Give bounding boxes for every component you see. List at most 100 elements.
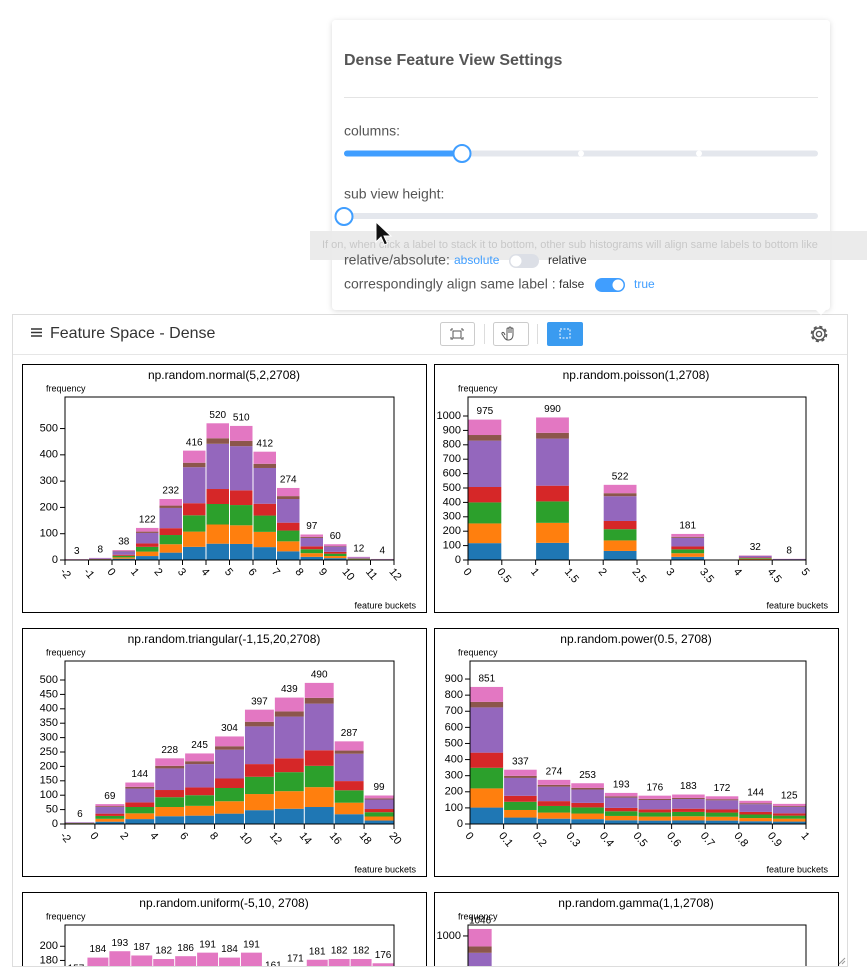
bar-segment bbox=[215, 778, 244, 789]
bar-segment bbox=[244, 726, 274, 765]
relative-option[interactable]: relative bbox=[548, 253, 587, 267]
bar-segment bbox=[504, 769, 537, 776]
bar-total-label: 8 bbox=[786, 545, 792, 556]
bar-segment bbox=[334, 781, 364, 791]
x-axis-label: feature buckets bbox=[766, 600, 828, 610]
y-tick-label: 500 bbox=[445, 737, 463, 749]
bar-segment bbox=[470, 807, 504, 824]
bar-segment bbox=[304, 697, 334, 704]
bar-segment bbox=[300, 546, 323, 550]
bar-segment bbox=[603, 496, 637, 521]
bar-segment bbox=[604, 792, 638, 797]
bar-segment bbox=[705, 796, 739, 800]
bar-total-label: 184 bbox=[90, 944, 107, 955]
bar-segment bbox=[739, 803, 772, 805]
bar-segment bbox=[536, 485, 569, 502]
y-tick-label: 50 bbox=[46, 804, 58, 816]
bar-segment bbox=[65, 559, 88, 560]
bar-segment bbox=[603, 520, 637, 530]
resize-grip[interactable] bbox=[838, 957, 846, 965]
bar-segment bbox=[215, 736, 244, 747]
bar-segment bbox=[470, 707, 504, 753]
bar-segment bbox=[300, 537, 323, 547]
plot-frame bbox=[467, 924, 807, 966]
bar-segment bbox=[185, 815, 215, 824]
bar-segment bbox=[324, 546, 347, 547]
bar-segment bbox=[136, 527, 159, 532]
bar-segment bbox=[638, 795, 672, 799]
chart-title: np.random.triangular(-1,15,20,2708) bbox=[128, 632, 321, 646]
true-option[interactable]: true bbox=[634, 277, 655, 291]
bar-segment bbox=[274, 716, 304, 759]
bar-segment bbox=[536, 501, 569, 523]
y-axis-label: frequency bbox=[458, 911, 498, 921]
bar-segment bbox=[277, 487, 300, 497]
bar-total-label: 228 bbox=[161, 745, 178, 756]
bar-segment bbox=[772, 805, 806, 807]
bar-segment bbox=[571, 789, 604, 803]
y-tick-label: 200 bbox=[40, 940, 58, 952]
bar-segment bbox=[324, 556, 347, 559]
bar-segment bbox=[112, 555, 135, 558]
bar-segment bbox=[571, 787, 604, 790]
bar-segment bbox=[125, 782, 155, 787]
align-toggle[interactable] bbox=[595, 278, 625, 292]
bar-segment bbox=[230, 490, 253, 506]
false-option[interactable]: false bbox=[559, 277, 585, 291]
bar-segment bbox=[468, 435, 502, 441]
chart-box bbox=[434, 892, 839, 966]
bar-segment bbox=[253, 515, 276, 532]
bar-total-label: 97 bbox=[306, 521, 318, 532]
tooltip bbox=[310, 231, 867, 260]
bar-total-label: 183 bbox=[680, 781, 697, 792]
histogram-chart: np.random.power(0.5, 2708) frequency featu… bbox=[434, 628, 839, 877]
bar-segment bbox=[183, 462, 206, 468]
absolute-option[interactable]: absolute bbox=[454, 253, 500, 267]
menu-icon[interactable] bbox=[31, 328, 42, 337]
pan-button[interactable] bbox=[493, 322, 529, 346]
y-tick-label: 300 bbox=[443, 511, 461, 523]
bar-total-label: 171 bbox=[287, 953, 304, 964]
settings-gear[interactable] bbox=[810, 325, 828, 343]
bar-segment bbox=[125, 786, 155, 789]
bar-segment bbox=[155, 765, 185, 769]
bar-segment bbox=[604, 820, 638, 824]
bar-segment bbox=[672, 794, 705, 798]
bar-segment bbox=[183, 515, 206, 532]
bar-segment bbox=[504, 817, 537, 824]
bar-segment bbox=[603, 493, 637, 497]
select-button[interactable] bbox=[547, 322, 583, 346]
bar-segment bbox=[334, 741, 364, 751]
bar-segment bbox=[671, 556, 705, 560]
bar-segment bbox=[277, 496, 300, 500]
bar-segment bbox=[604, 811, 638, 816]
y-tick-label: 200 bbox=[443, 525, 461, 537]
relative-toggle[interactable] bbox=[509, 254, 539, 268]
fit-button[interactable] bbox=[440, 322, 475, 346]
bar-segment bbox=[253, 547, 276, 560]
bar-segment bbox=[328, 959, 350, 966]
sub-view-height-slider[interactable] bbox=[334, 207, 819, 226]
bar-total-label: 176 bbox=[375, 950, 392, 961]
bar-segment bbox=[324, 553, 347, 557]
bar-segment bbox=[136, 546, 159, 552]
bar-total-label: 172 bbox=[714, 783, 731, 794]
bar-segment bbox=[739, 811, 772, 815]
bar-segment bbox=[159, 507, 182, 529]
bar-segment bbox=[230, 425, 253, 441]
chart-title: np.random.uniform(-5,10, 2708) bbox=[139, 896, 308, 910]
bar-segment bbox=[95, 818, 125, 822]
y-tick-label: 500 bbox=[443, 482, 461, 494]
bar-segment bbox=[468, 419, 502, 436]
bar-segment bbox=[571, 802, 604, 808]
y-tick-label: 0 bbox=[52, 818, 58, 830]
bar-total-label: 510 bbox=[233, 413, 250, 424]
bar-segment bbox=[364, 798, 394, 800]
bar-segment bbox=[300, 553, 323, 557]
bar-segment bbox=[206, 504, 229, 525]
bar-total-label: 144 bbox=[747, 787, 764, 798]
bar-segment bbox=[334, 753, 364, 782]
columns-slider[interactable] bbox=[344, 144, 818, 163]
bar-segment bbox=[638, 798, 672, 801]
bar-segment bbox=[372, 963, 394, 966]
